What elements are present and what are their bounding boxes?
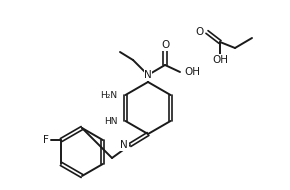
Text: N: N bbox=[144, 70, 152, 80]
Text: H₂N: H₂N bbox=[100, 90, 117, 100]
Text: N: N bbox=[120, 140, 128, 150]
Text: F: F bbox=[43, 135, 49, 145]
Text: OH: OH bbox=[212, 55, 228, 65]
Text: OH: OH bbox=[184, 67, 200, 77]
Text: O: O bbox=[196, 27, 204, 37]
Text: HN: HN bbox=[104, 116, 117, 126]
Text: O: O bbox=[161, 40, 169, 50]
